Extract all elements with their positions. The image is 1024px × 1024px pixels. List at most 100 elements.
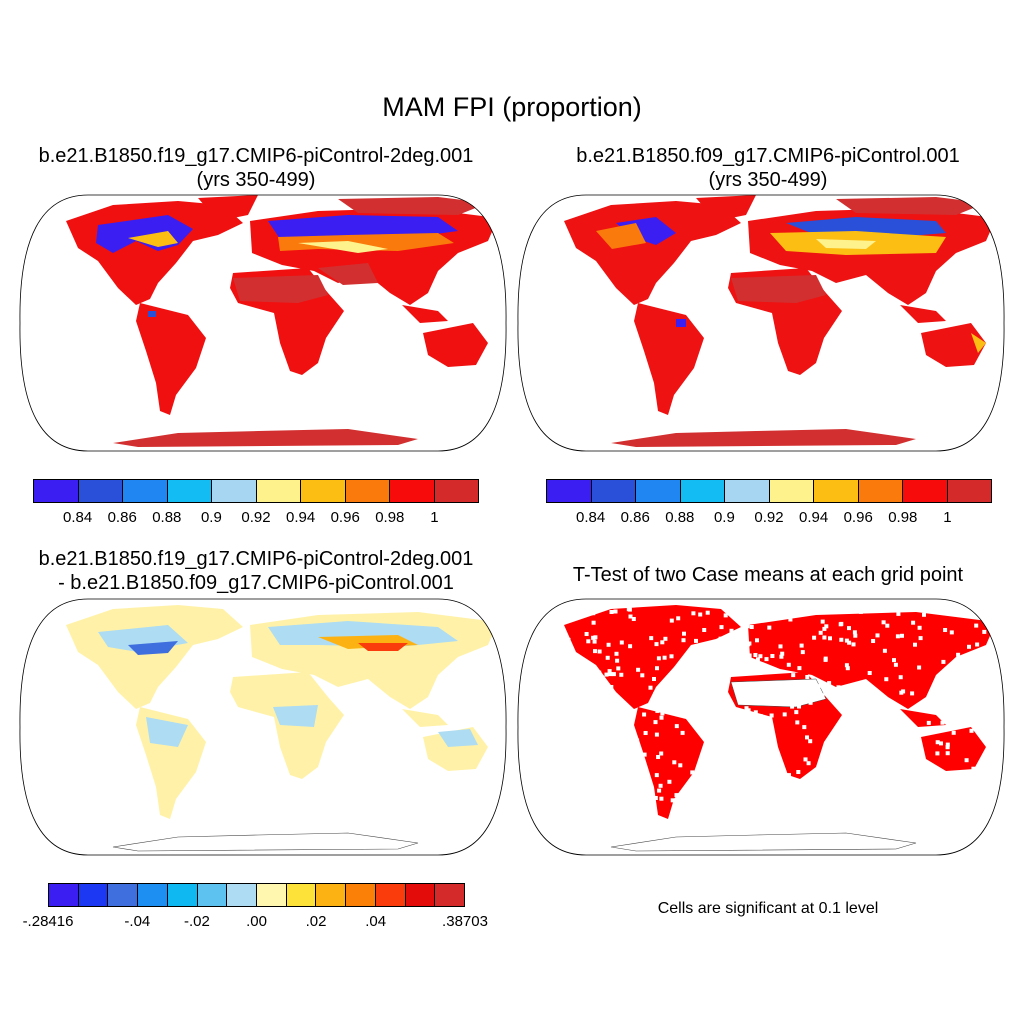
nonsignificant-cell — [749, 625, 754, 629]
nonsignificant-cell — [577, 677, 582, 682]
nonsignificant-cell — [720, 764, 725, 769]
nonsignificant-cell — [753, 653, 758, 657]
colorbar-tick-label: 0.92 — [241, 509, 271, 526]
nonsignificant-cell — [705, 802, 710, 807]
nonsignificant-cell — [631, 617, 636, 621]
nonsignificant-cell — [820, 693, 825, 698]
nonsignificant-cell — [782, 712, 787, 717]
nonsignificant-cell — [746, 716, 751, 721]
nonsignificant-cell — [959, 801, 964, 805]
colorbar-box — [108, 884, 139, 906]
nonsignificant-cell — [945, 745, 950, 750]
nonsignificant-cell — [681, 638, 686, 643]
nonsignificant-cell — [862, 781, 867, 786]
colorbar-box — [123, 480, 168, 502]
nonsignificant-cell — [662, 703, 667, 708]
nonsignificant-cell — [778, 644, 783, 649]
nonsignificant-cell — [614, 651, 619, 656]
nonsignificant-cell — [829, 738, 834, 742]
nonsignificant-cell — [911, 620, 916, 625]
nonsignificant-cell — [682, 631, 686, 636]
nonsignificant-cell — [847, 640, 852, 645]
nonsignificant-cell — [945, 742, 950, 747]
nonsignificant-cell — [687, 788, 692, 793]
nonsignificant-cell — [660, 711, 665, 716]
nonsignificant-cell — [736, 630, 741, 634]
nonsignificant-cell — [935, 740, 940, 745]
colorbar-tick-label: 0.98 — [888, 509, 918, 526]
nonsignificant-cell — [760, 752, 765, 756]
nonsignificant-cell — [662, 655, 667, 660]
nonsignificant-cell — [680, 730, 685, 735]
nonsignificant-cell — [613, 770, 618, 775]
colorbar-box — [547, 480, 592, 502]
nonsignificant-cell — [859, 745, 864, 750]
nonsignificant-cell — [864, 734, 869, 739]
nonsignificant-cell — [953, 687, 958, 692]
nonsignificant-cell — [657, 788, 662, 793]
nonsignificant-cell — [982, 629, 987, 634]
significance-note: Cells are significant at 0.1 level — [657, 900, 879, 917]
nonsignificant-cell — [966, 672, 971, 676]
nonsignificant-cell — [790, 704, 795, 709]
nonsignificant-cell — [830, 800, 834, 805]
nonsignificant-cell — [691, 611, 696, 616]
nonsignificant-cell — [564, 669, 569, 673]
panel-title-case2: b.e21.B1850.f09_g17.CMIP6-piControl.001 — [576, 145, 960, 167]
nonsignificant-cell — [758, 665, 763, 670]
colorbar-tick-label: 0.88 — [152, 509, 182, 526]
nonsignificant-cell — [718, 636, 723, 641]
nonsignificant-cell — [783, 795, 788, 800]
colorbar-box — [34, 480, 79, 502]
nonsignificant-cell — [616, 757, 621, 762]
nonsignificant-cell — [727, 663, 731, 668]
nonsignificant-cell — [803, 757, 808, 762]
nonsignificant-cell — [740, 747, 745, 752]
nonsignificant-cell — [583, 678, 588, 683]
nonsignificant-cell — [594, 677, 599, 682]
panel-subtitle-case2: (yrs 350-499) — [708, 169, 828, 191]
nonsignificant-cell — [813, 686, 818, 691]
nonsignificant-cell — [591, 620, 596, 625]
nonsignificant-cell — [556, 697, 560, 702]
nonsignificant-cell — [940, 720, 945, 725]
nonsignificant-cell — [704, 747, 709, 752]
nonsignificant-cell — [797, 704, 801, 709]
nonsignificant-cell — [589, 727, 594, 732]
nonsignificant-cell — [887, 734, 892, 738]
nonsignificant-cell — [604, 672, 609, 677]
nonsignificant-cell — [580, 658, 585, 663]
nonsignificant-cell — [776, 788, 781, 792]
colorbar-box — [405, 884, 436, 906]
nonsignificant-cell — [600, 791, 604, 796]
australia-shape — [423, 323, 488, 367]
colorbar-difference — [48, 883, 465, 907]
nonsignificant-cell — [900, 759, 905, 764]
nonsignificant-cell — [709, 687, 714, 692]
nonsignificant-cell — [871, 639, 876, 643]
nonsignificant-cell — [770, 747, 774, 752]
nonsignificant-cell — [871, 793, 876, 798]
nonsignificant-cell — [699, 674, 704, 679]
nonsignificant-cell — [794, 710, 799, 715]
nonsignificant-cell — [607, 776, 612, 780]
nonsignificant-cell — [761, 689, 766, 694]
nonsignificant-cell — [951, 730, 956, 735]
nonsignificant-cell — [756, 805, 761, 810]
colorbar-tick-label: 0.94 — [798, 509, 829, 526]
nonsignificant-cell — [563, 764, 568, 769]
nonsignificant-cell — [808, 739, 813, 744]
nonsignificant-cell — [753, 607, 758, 612]
map-ttest — [517, 598, 1005, 856]
nonsignificant-cell — [598, 762, 603, 767]
nonsignificant-cell — [846, 715, 851, 720]
nonsignificant-cell — [753, 710, 758, 715]
nonsignificant-cell — [595, 696, 600, 701]
nonsignificant-cell — [881, 620, 886, 625]
colorbar-case2 — [546, 479, 992, 503]
colorbar-box — [947, 480, 991, 502]
nonsignificant-cell — [749, 694, 754, 699]
map-case1 — [19, 194, 507, 452]
australia-shape — [921, 727, 986, 771]
africa-shape — [230, 672, 344, 779]
